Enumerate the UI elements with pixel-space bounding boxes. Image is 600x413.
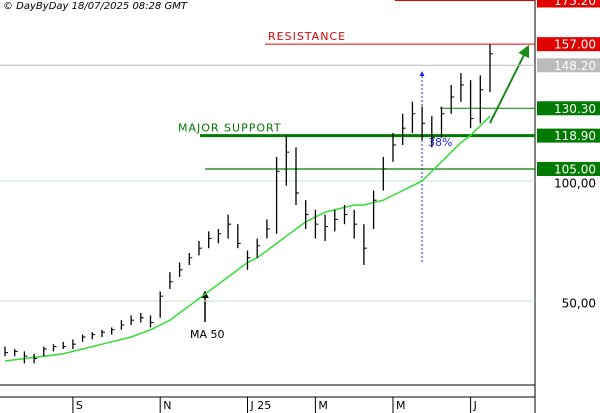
level-label: 130.30 — [554, 102, 596, 116]
level-label: 105.00 — [554, 162, 596, 176]
x-tick-label: N — [163, 399, 171, 412]
level-annotation: RESISTANCE — [268, 30, 346, 43]
chart-title: © DayByDay 18/07/2025 08:28 GMT — [3, 1, 188, 12]
level-box — [537, 128, 600, 143]
level-box — [537, 101, 600, 116]
x-tick-label: J 25 — [250, 399, 272, 412]
level-box — [537, 161, 600, 176]
level-box — [537, 37, 600, 52]
level-label: 175.20 — [554, 0, 596, 8]
level-label: 157.00 — [554, 38, 596, 52]
x-tick-label: M — [318, 399, 328, 412]
trend-arrow — [489, 44, 530, 124]
ma-line — [4, 115, 491, 362]
ma-label: MA 50 — [190, 328, 225, 341]
level-label: 118.90 — [554, 129, 596, 143]
level-box — [537, 58, 600, 73]
level-annotation: MAJOR SUPPORT — [178, 122, 282, 135]
y-tick-label: 100,00 — [554, 176, 596, 190]
x-tick-label: J — [473, 399, 477, 412]
y-tick-label: 50,00 — [562, 296, 596, 310]
x-tick-label: M — [396, 399, 406, 412]
move-label: 38% — [428, 136, 452, 149]
level-label: 148.20 — [554, 59, 596, 73]
level-box — [537, 0, 600, 8]
x-tick-label: S — [76, 399, 83, 412]
